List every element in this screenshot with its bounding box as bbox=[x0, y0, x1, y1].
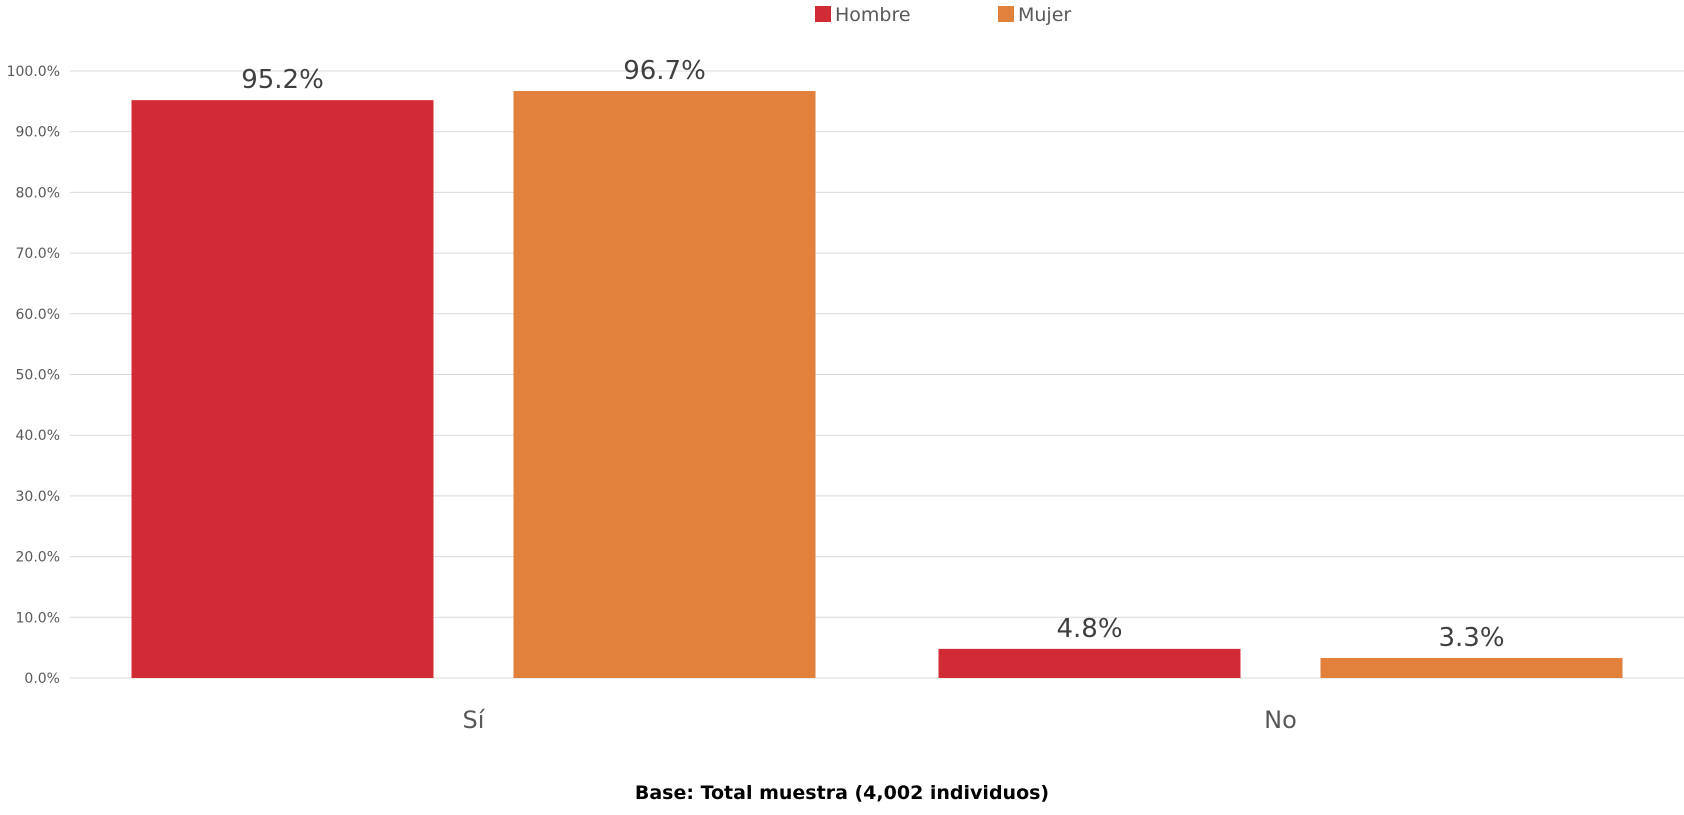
y-tick-label: 70.0% bbox=[16, 246, 60, 262]
legend: Hombre Mujer bbox=[815, 4, 1071, 26]
data-label: 3.3% bbox=[1438, 623, 1504, 653]
y-tick-label: 10.0% bbox=[16, 610, 60, 626]
data-label: 95.2% bbox=[241, 65, 324, 95]
category-label: Sí bbox=[463, 706, 486, 734]
y-tick-label: 50.0% bbox=[16, 368, 60, 384]
data-label: 96.7% bbox=[623, 56, 706, 86]
bar-hombre-2 bbox=[938, 648, 1241, 678]
category-label: No bbox=[1264, 706, 1297, 734]
y-tick-label: 20.0% bbox=[16, 550, 60, 566]
legend-item-mujer: Mujer bbox=[998, 4, 1071, 26]
y-axis-tick-labels: 0.0% 10.0% 20.0% 30.0% 40.0% 50.0% 60.0% 70.0% 8… bbox=[7, 64, 60, 687]
y-tick-label: 60.0% bbox=[16, 307, 60, 323]
bar-mujer-2 bbox=[1320, 657, 1623, 678]
y-tick-label: 90.0% bbox=[16, 125, 60, 141]
x-axis-category-labels: Sí No bbox=[463, 706, 1297, 734]
y-tick-label: 80.0% bbox=[16, 185, 60, 201]
legend-item-hombre: Hombre bbox=[815, 4, 911, 26]
legend-label: Hombre bbox=[835, 4, 911, 26]
y-tick-label: 100.0% bbox=[7, 64, 60, 80]
data-labels: 95.2% 96.7% 4.8% 3.3% bbox=[241, 56, 1504, 653]
legend-swatch bbox=[998, 6, 1014, 22]
bar-hombre-1 bbox=[131, 100, 434, 679]
y-tick-label: 0.0% bbox=[24, 671, 60, 687]
legend-label: Mujer bbox=[1018, 4, 1071, 26]
data-label: 4.8% bbox=[1056, 614, 1122, 644]
y-tick-label: 30.0% bbox=[16, 489, 60, 505]
bar-mujer-1 bbox=[513, 91, 816, 678]
y-tick-label: 40.0% bbox=[16, 428, 60, 444]
legend-swatch bbox=[815, 6, 831, 22]
bars bbox=[131, 91, 1623, 679]
chart-footnote: Base: Total muestra (4,002 individuos) bbox=[634, 782, 1050, 804]
